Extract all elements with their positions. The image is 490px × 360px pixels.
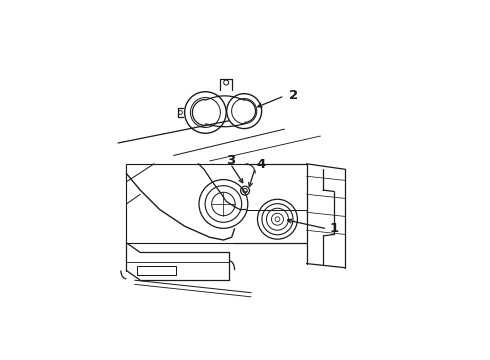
Text: 4: 4 — [256, 158, 266, 171]
Text: 2: 2 — [289, 89, 297, 102]
Text: 1: 1 — [329, 222, 339, 235]
Text: 3: 3 — [225, 154, 235, 167]
